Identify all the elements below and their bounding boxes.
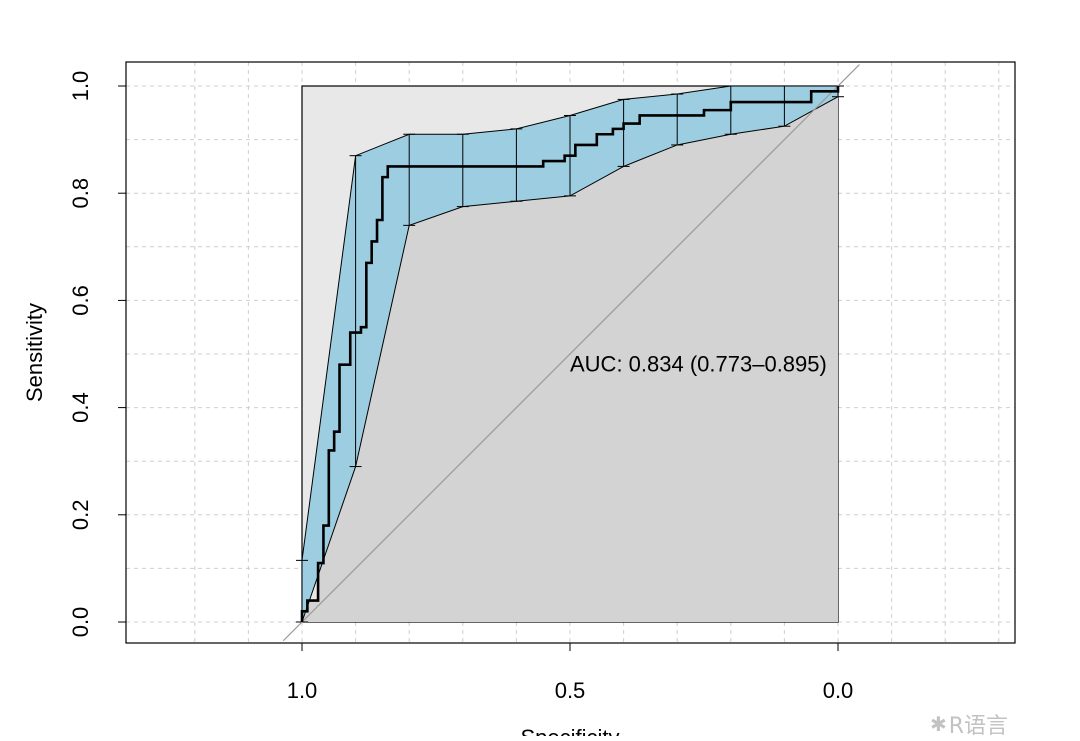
x-tick-label: 0.0	[823, 678, 854, 703]
roc-curve	[300, 86, 840, 622]
y-tick-label: 1.0	[68, 71, 93, 102]
y-axis-label: Sensitivity	[22, 303, 47, 402]
y-tick-label: 0.8	[68, 178, 93, 209]
x-tick-label: 1.0	[287, 678, 318, 703]
x-axis-label: Specificity	[520, 725, 619, 736]
auc-annotation: AUC: 0.834 (0.773–0.895)	[570, 352, 827, 377]
y-tick-label: 0.0	[68, 607, 93, 638]
y-tick-label: 0.6	[68, 285, 93, 316]
watermark-text: R语言	[948, 714, 1009, 739]
y-tick-label: 0.4	[68, 392, 93, 423]
x-tick-label: 0.5	[555, 678, 586, 703]
axes: 1.0 0.5 0.0 0.0 0.2 0.4 0.6 0.8 1.0	[68, 61, 1016, 703]
wechat-icon: ✱	[930, 712, 947, 736]
plot-lines	[282, 64, 860, 642]
y-tick-label: 0.2	[68, 500, 93, 531]
diagonal-reference-line	[282, 64, 860, 642]
watermark: ✱ R语言	[930, 708, 1008, 740]
